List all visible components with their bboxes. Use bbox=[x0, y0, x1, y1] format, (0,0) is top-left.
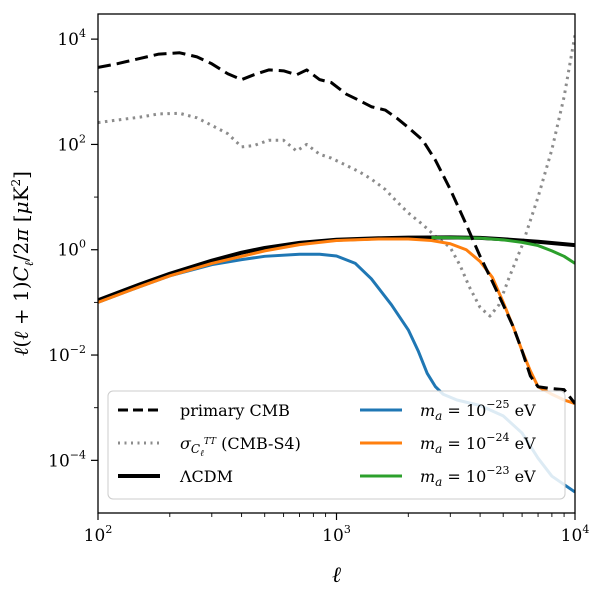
y-axis-title: ℓ(ℓ + 1)Cℓ/2π [μK2] bbox=[9, 171, 36, 356]
sigma-rest: (CMB-S4) bbox=[216, 434, 301, 453]
legend-label-ma-25: ma = 10−25 eV bbox=[420, 398, 536, 423]
legend-label-ma-24: ma = 10−24 eV bbox=[420, 431, 536, 456]
legend-label-ma-23: ma = 10−23 eV bbox=[420, 464, 536, 489]
sigma-sub: C bbox=[191, 442, 200, 456]
y-tick-label: 10−2 bbox=[48, 343, 86, 366]
sigma-subsub: ℓ bbox=[200, 449, 204, 459]
y-tick-label: 100 bbox=[57, 238, 86, 261]
sigma-symbol: σ bbox=[180, 434, 192, 453]
x-axis-title: ℓ bbox=[332, 563, 342, 588]
y-tick-label: 10−4 bbox=[48, 448, 86, 471]
y-tick-label: 102 bbox=[57, 132, 86, 155]
sigma-supsub: TT bbox=[204, 437, 217, 447]
legend-label-primary-cmb: primary CMB bbox=[180, 401, 290, 420]
series-line-sigma_cmb_s4 bbox=[98, 34, 575, 318]
series-line-lcdm bbox=[98, 235, 575, 303]
x-tick-label: 103 bbox=[322, 523, 351, 546]
x-tick-label: 102 bbox=[84, 523, 113, 546]
legend-label-sigma: σCℓTT (CMB-S4) bbox=[180, 434, 301, 459]
legend-box bbox=[107, 390, 566, 500]
series-line-ma_1e-24 bbox=[98, 237, 575, 405]
legend: primary CMB σCℓTT (CMB-S4) ΛCDM ma = 10−… bbox=[107, 390, 566, 500]
series-line-ma_1e-23 bbox=[431, 235, 575, 265]
x-tick-label: 104 bbox=[561, 523, 590, 546]
series-line-primary_cmb bbox=[98, 51, 575, 405]
ticks-layer: 102 103 104 10−4 10−2 100 102 104 bbox=[48, 27, 589, 546]
y-tick-label: 104 bbox=[57, 27, 86, 50]
legend-label-lcdm: ΛCDM bbox=[179, 467, 233, 486]
